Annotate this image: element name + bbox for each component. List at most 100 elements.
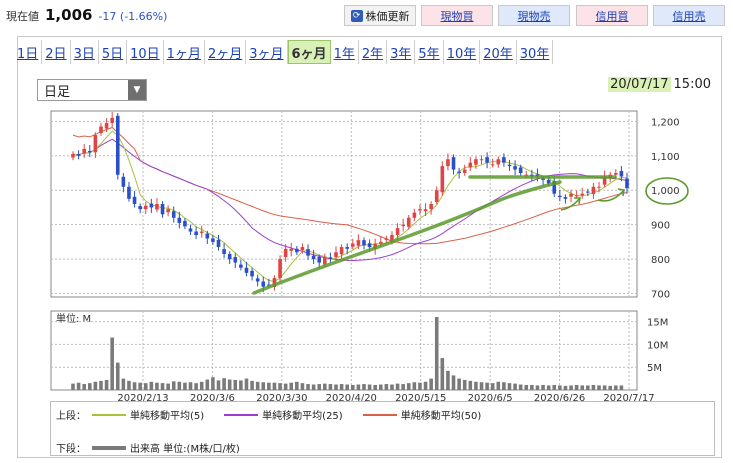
period-tab[interactable]: 10日 [127,40,164,64]
volume-bar [183,382,187,390]
period-tab[interactable]: 5年 [415,40,444,64]
chart-legend: 上段： 単純移動平均(5) 単純移動平均(25) 単純移動平均(50) 下段： … [50,401,715,456]
period-tab[interactable]: 2日 [42,40,71,64]
candle-body [160,204,165,215]
volume-bar [323,383,327,390]
arrow-annotation [597,188,625,202]
margin-sell-button[interactable]: 信用売 [653,5,725,26]
volume-bar [121,378,126,390]
volume-bar [132,382,137,390]
volume-bar [614,385,618,390]
volume-bar [272,382,277,390]
volume-bar [513,383,517,390]
candle-body [93,135,98,153]
period-tab[interactable]: 1年 [331,40,359,64]
volume-bar [199,381,204,390]
candle-body [155,204,159,210]
period-tabs: 1日 2日 3日 5日 10日 1ヶ月 2ヶ月 3ヶ月 6ヶ月 1年 2年 3年 5年 10年 20年 30年 [14,40,554,64]
candle-body [283,248,288,258]
candle-body [496,159,501,165]
date-tick-label: 2020/2/13 [117,393,168,404]
cash-sell-button[interactable]: 現物売 [498,5,570,26]
volume-bar [446,370,450,390]
candle-body [384,238,389,240]
volume-bar [278,383,282,390]
candle-body [446,159,450,167]
period-tab[interactable]: 30年 [517,40,554,64]
volume-bar [569,385,573,390]
candle-body [127,186,131,199]
volume-bar [440,358,445,390]
volume-bar [362,384,366,390]
legend-ma50-swatch [362,413,397,416]
legend-ma5: 単純移動平均(5) [92,407,204,422]
volume-bar [373,384,377,390]
price-tick-label: 1,200 [651,117,680,128]
cash-buy-button[interactable]: 現物買 [421,5,493,26]
volume-bar [283,383,288,390]
candle-body [138,206,142,210]
volume-bar [222,378,226,390]
volume-bar [110,337,114,390]
price-plot-area [50,110,638,298]
period-tab[interactable]: 3年 [387,40,416,64]
candle-body [177,217,182,223]
volume-bar [244,378,249,390]
candle-body [457,171,461,173]
chart-type-select[interactable]: 日足 ▼ [37,79,147,101]
date-tick-label: 2020/3/6 [190,393,235,404]
volume-bar [367,384,372,390]
volume-bar [104,379,109,390]
period-tab[interactable]: 5日 [99,40,128,64]
current-price: 1,006 [45,6,93,24]
action-bar: ⟳ 株価更新 現物買 現物売 信用買 信用売 [0,5,733,27]
candle-body [115,115,120,175]
candle-body [574,195,579,197]
period-tab[interactable]: 10年 [444,40,481,64]
quote-timestamp: 20/07/17 15:00 [608,77,711,92]
period-tab[interactable]: 1ヶ月 [164,40,205,64]
period-tab[interactable]: 20年 [480,40,517,64]
period-tab[interactable]: 3ヶ月 [246,40,288,64]
candle-body [82,148,86,154]
volume-bar [563,385,568,390]
volume-bar [216,380,221,390]
current-price-label: 現在値 [6,10,39,23]
period-tab[interactable]: 2年 [359,40,388,64]
update-price-button[interactable]: ⟳ 株価更新 [344,5,416,26]
period-tab[interactable]: 1日 [14,40,43,64]
candle-body [490,164,495,166]
volume-bar [194,383,198,390]
volume-bar [356,384,361,390]
volume-bar [384,384,389,390]
price-circle-annotation [645,177,689,205]
volume-plot-area [50,310,638,391]
volume-tick-label: 15M [647,318,668,329]
candle-body [356,240,361,246]
volume-bar [99,380,103,390]
candle-body [412,212,417,218]
candle-body [272,278,277,288]
volume-bar [530,384,534,390]
volume-bar [418,382,422,390]
candle-body [143,205,148,210]
volume-bar [586,385,590,390]
candle-body [222,249,226,254]
volume-bar [250,380,254,390]
period-tab[interactable]: 3日 [71,40,99,64]
candle-body [250,270,254,277]
volume-bar [289,382,294,390]
candle-body [518,167,523,173]
candle-body [474,159,478,165]
period-tab[interactable]: 2ヶ月 [205,40,247,64]
volume-bar [255,381,260,390]
quote-date: 20/07/17 [608,77,671,92]
volume-bar [496,381,501,390]
volume-bar [378,384,383,390]
volume-bar [395,383,400,390]
period-tab[interactable]: 6ヶ月 [287,40,331,64]
margin-buy-button[interactable]: 信用買 [576,5,648,26]
candle-body [227,253,232,260]
candle-body [602,176,607,185]
candle-body [541,178,545,180]
